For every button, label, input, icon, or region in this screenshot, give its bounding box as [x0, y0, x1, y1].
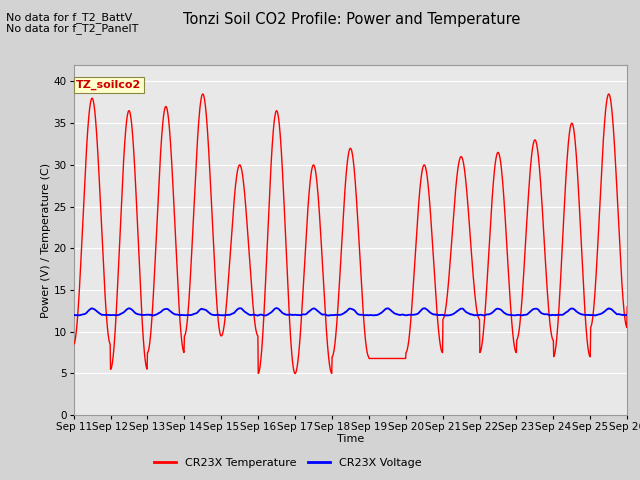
Text: Tonzi Soil CO2 Profile: Power and Temperature: Tonzi Soil CO2 Profile: Power and Temper…	[183, 12, 521, 27]
Y-axis label: Power (V) / Temperature (C): Power (V) / Temperature (C)	[40, 162, 51, 318]
Text: No data for f_T2_BattV: No data for f_T2_BattV	[6, 12, 132, 23]
Text: No data for f_T2_PanelT: No data for f_T2_PanelT	[6, 23, 139, 34]
X-axis label: Time: Time	[337, 433, 364, 444]
Legend: CR23X Temperature, CR23X Voltage: CR23X Temperature, CR23X Voltage	[150, 453, 426, 472]
Text: TZ_soilco2: TZ_soilco2	[76, 80, 141, 90]
